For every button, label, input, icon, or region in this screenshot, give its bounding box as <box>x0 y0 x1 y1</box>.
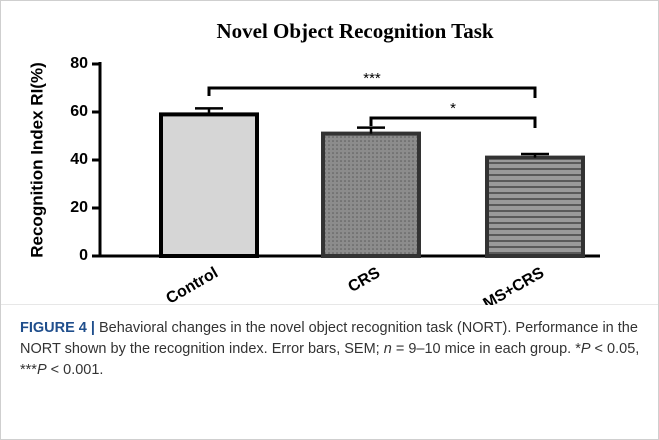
y-tick-label: 20 <box>70 199 88 216</box>
bar <box>159 112 259 259</box>
y-tick-label: 40 <box>70 151 88 168</box>
caption-label: FIGURE 4 | <box>20 320 95 336</box>
bar <box>485 155 585 259</box>
caption-text: P <box>580 341 591 357</box>
caption-text: < 0.05, *** <box>20 341 640 378</box>
y-tick-label: 0 <box>79 247 88 264</box>
caption-text: Behavioral changes in the novel object r… <box>20 320 638 357</box>
significance-bracket <box>369 116 537 128</box>
x-tick-label: CRS <box>345 264 383 296</box>
y-axis-label: Recognition Index RI(%) <box>27 62 46 258</box>
significance-label: *** <box>363 70 381 87</box>
caption-text: < 0.001. <box>46 362 104 378</box>
chart-title: Novel Object Recognition Task <box>216 19 493 43</box>
significance-label: * <box>450 100 456 117</box>
x-tick-label: MS+CRS <box>480 264 547 305</box>
y-tick-label: 80 <box>70 55 88 72</box>
error-bar <box>195 107 223 115</box>
chart: Novel Object Recognition Task Recognitio… <box>0 19 659 305</box>
error-bar <box>357 126 385 134</box>
x-tick-label: Control <box>163 264 221 305</box>
error-bar <box>521 152 549 158</box>
y-tick-label: 60 <box>70 103 88 120</box>
bar <box>321 131 421 259</box>
significance-bracket <box>207 86 537 98</box>
caption-text: n <box>383 341 392 357</box>
caption-text: = 9–10 mice in each group. * <box>391 341 581 357</box>
caption: FIGURE 4 | Behavioral changes in the nov… <box>20 318 645 381</box>
caption-text: P <box>36 362 47 378</box>
